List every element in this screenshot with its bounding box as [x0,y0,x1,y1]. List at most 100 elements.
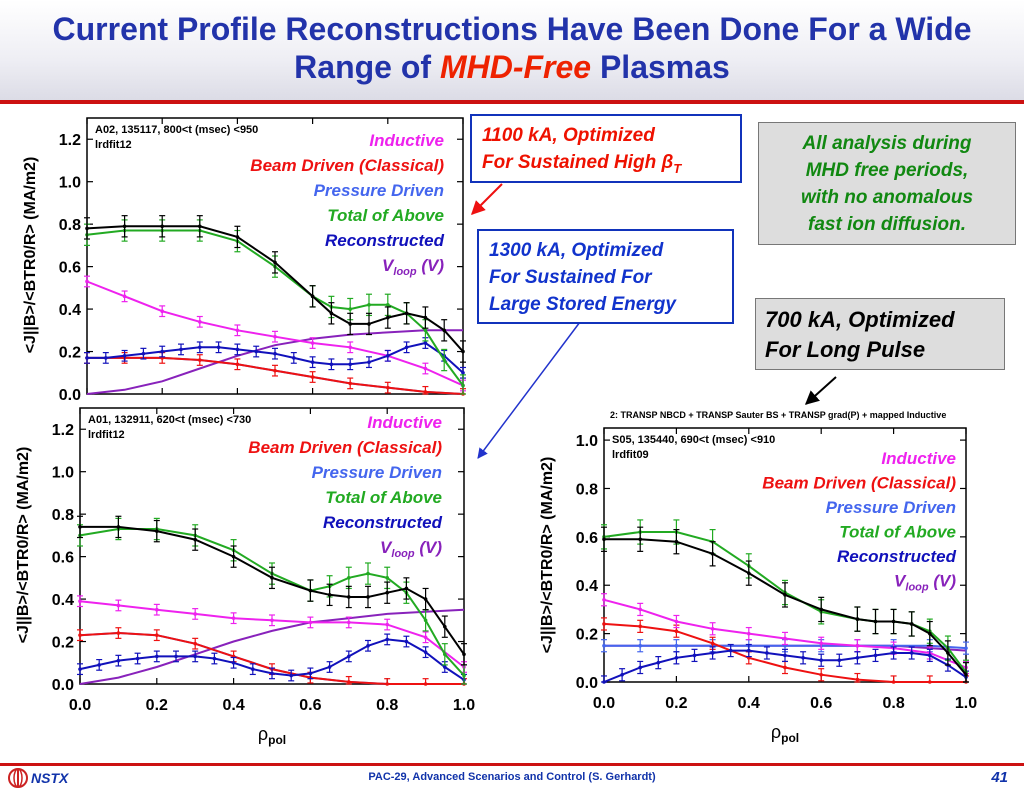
data-point-beam [273,368,277,373]
legend-beam: Beam Driven (Classical) [762,474,956,493]
data-point-black [78,525,82,529]
legend-pressure: Pressure Driven [314,181,444,200]
data-point-recon [423,341,428,345]
x-tick-label: 0.4 [222,697,244,714]
data-point-total [366,571,370,576]
x-tick-label: 1.0 [453,697,475,714]
nstx-logo-text: NSTX [31,770,70,786]
data-point-black [367,322,371,326]
data-point-beam [638,624,642,629]
y-tick-label: 1.2 [52,422,74,439]
legend-inductive: Inductive [369,131,444,150]
series-line-vloop [79,608,465,685]
chart-bottom: 0.0 0.2 0.4 0.6 0.8 1.0 1.2 0.0 0.2 0.4 0.6 0.8 1.0 ρ… [15,407,475,747]
data-point-recon [327,665,332,669]
data-point-total [423,618,428,623]
data-point-black [310,294,315,299]
data-point-recon [289,673,294,678]
analysis-note-line2: MHD free periods, [805,160,969,181]
data-point-beam [78,633,82,637]
data-point-inductive [235,328,240,333]
data-point-recon [174,654,178,659]
callout-1300ka-line1: 1300 kA, Optimized [489,240,664,261]
data-point-black [928,631,932,636]
data-point-recon [404,639,409,644]
data-point-black [116,525,121,529]
callout-1300ka-line3: Large Stored Energy [489,294,676,315]
data-point-beam [783,665,787,670]
data-point-black [674,539,679,544]
callout-1100ka: 1100 kA, Optimized For Sustained High βT [470,114,742,183]
data-point-inductive [78,599,82,603]
legend-total: Total of Above [327,206,444,225]
legend-pressure: Pressure Driven [826,498,956,517]
y-axis-label: <J||B>/<BTR0/R> (MA/m2) [539,457,556,654]
data-point-recon [273,351,277,356]
data-point-recon [855,656,860,660]
data-point-recon [602,680,606,684]
y-tick-label: 0.2 [576,627,598,644]
data-point-inductive [273,334,277,339]
data-point-recon [329,362,334,367]
data-point-black [155,529,159,533]
data-point-black [891,619,896,624]
plot-frame [79,407,465,685]
data-point-black [443,624,447,629]
data-point-pressure [638,643,642,648]
legend-inductive: Inductive [881,449,956,468]
data-point-total [386,303,390,307]
title-line2-suffix: Plasmas [591,49,730,85]
y-tick-label: 0.6 [59,260,81,277]
x-tick-label: 0.6 [810,695,832,712]
data-point-recon [292,356,296,360]
data-point-beam [193,641,197,646]
data-point-inductive [783,636,787,641]
data-point-beam [348,381,353,386]
legend-recon: Reconstructed [837,547,957,566]
arrow-to-top-chart [471,183,503,215]
data-point-inductive [122,294,127,299]
data-point-inductive [423,366,428,371]
data-point-recon [423,650,428,654]
callout-1100ka-line2: For Sustained High [482,152,662,173]
y-tick-label: 0.6 [52,550,74,567]
x-tick-label: 0.2 [146,697,168,714]
data-point-black [85,226,89,231]
series-line-vloop [86,329,463,395]
data-point-black [270,576,274,580]
data-point-black [442,328,447,333]
footer-rule [0,763,1024,766]
data-point-black [783,593,787,597]
data-point-black [308,588,313,593]
data-point-inductive [674,619,679,624]
y-tick-label: 0.0 [576,675,598,692]
data-point-recon [235,347,240,352]
x-tick-label: 1.0 [955,695,977,712]
y-tick-label: 0.0 [52,677,74,694]
analysis-note-line4: fast ion diffusion. [808,214,966,235]
slide-title: Current Profile Reconstructions Have Bee… [0,10,1024,86]
callout-analysis-note: All analysis during MHD free periods, wi… [758,122,1016,245]
data-point-pressure [602,643,606,648]
x-tick-label: 0.8 [882,695,904,712]
footer-text: PAC-29, Advanced Scenarios and Control (… [368,771,656,783]
data-point-recon [155,654,159,659]
data-point-recon [198,345,202,350]
data-point-beam [710,641,715,646]
data-point-recon [674,656,679,660]
data-point-beam [602,622,606,626]
data-point-inductive [385,622,390,627]
plot-info-line2: lrdfit09 [612,449,649,461]
data-point-beam [198,358,202,362]
data-point-recon [122,353,127,358]
data-point-black [873,619,878,624]
legend-vloop-v: V [380,538,393,557]
x-axis-label-sub: pol [781,731,799,745]
data-point-recon [310,360,315,364]
y-tick-label: 0.8 [59,217,81,234]
slide-header [0,0,1024,100]
data-point-inductive [347,620,351,625]
x-axis-label-sub: pol [268,733,286,747]
callout-700ka-line2: For Long Pulse [765,337,926,362]
data-point-black [602,537,606,542]
